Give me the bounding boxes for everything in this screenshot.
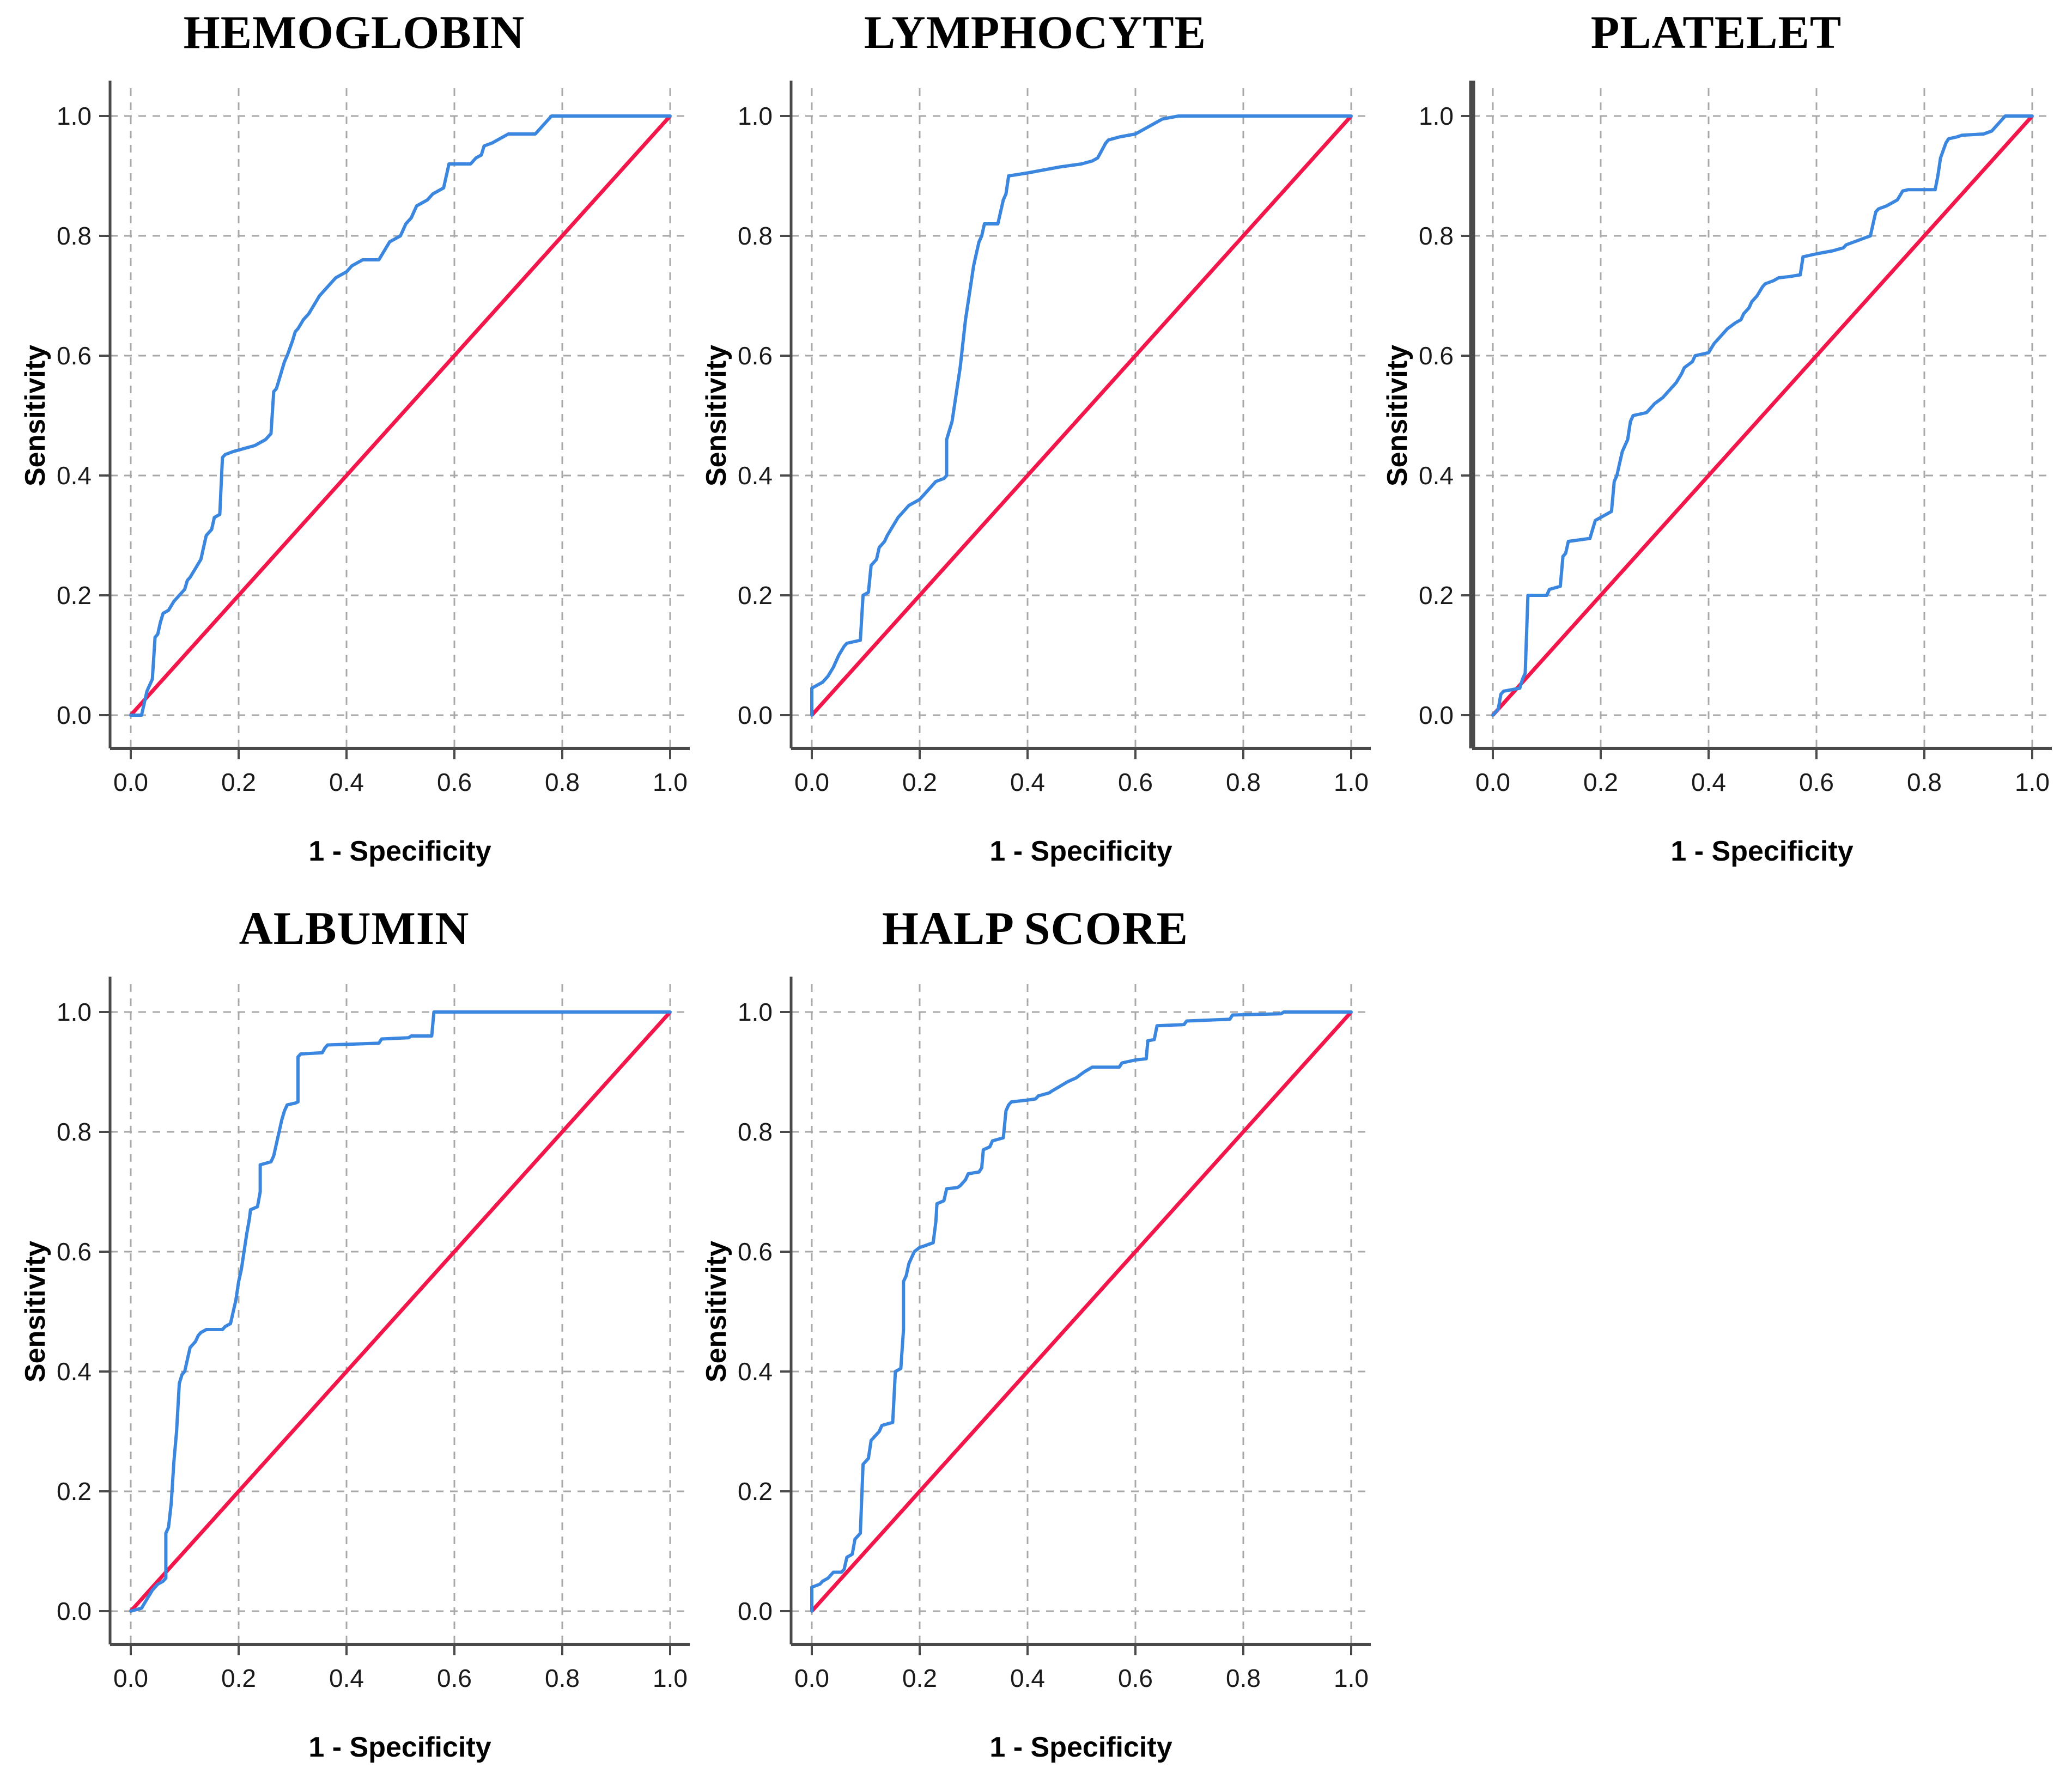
chart-title-halp-score: HALP SCORE [882, 902, 1188, 954]
y-tick-label: 0.4 [738, 461, 773, 490]
y-tick-label: 0.8 [738, 1118, 773, 1146]
roc-curve [129, 114, 672, 717]
y-tick-label: 0.0 [1419, 701, 1454, 729]
x-axis-title: 1 - Specificity [989, 836, 1172, 867]
y-tick-label: 0.6 [57, 342, 92, 370]
y-tick-label: 0.8 [1419, 222, 1454, 250]
x-tick-label: 1.0 [1334, 768, 1369, 796]
x-tick-label: 0.8 [1226, 768, 1261, 796]
roc-panel-albumin: ALBUMIN 0.0 0.0 0.2 0.2 0.4 0.4 0.6 0.6 0.8 0.8 1.… [16, 896, 697, 1792]
y-tick-label: 0.2 [57, 581, 92, 609]
y-tick-label: 0.2 [738, 1477, 773, 1505]
chart-title-platelet: PLATELET [1590, 6, 1842, 58]
roc-panel-platelet: PLATELET 0.0 0.0 0.2 0.2 0.4 0.4 0.6 0.6 0.8 0.8 1… [1378, 0, 2059, 896]
x-axis-title: 1 - Specificity [308, 1732, 491, 1763]
y-tick-label: 0.4 [57, 1357, 92, 1386]
x-tick-label: 0.2 [221, 768, 256, 796]
x-tick-label: 0.4 [1691, 768, 1726, 796]
chart-title-hemoglobin: HEMOGLOBIN [183, 6, 525, 58]
chart-title-albumin: ALBUMIN [239, 902, 470, 954]
y-tick-label: 0.4 [1419, 461, 1454, 490]
x-tick-label: 0.8 [1907, 768, 1942, 796]
x-tick-label: 0.0 [794, 1664, 829, 1692]
roc-plot-albumin: 0.0 0.0 0.2 0.2 0.4 0.4 0.6 0.6 0.8 0.8 1.0 1.0 Sens… [20, 977, 690, 1763]
x-tick-label: 0.8 [545, 1664, 580, 1692]
x-tick-label: 0.6 [1118, 1664, 1153, 1692]
y-tick-label: 1.0 [57, 998, 92, 1026]
y-tick-label: 0.6 [738, 342, 773, 370]
x-tick-label: 0.4 [329, 1664, 364, 1692]
y-tick-label: 0.8 [738, 222, 773, 250]
y-tick-label: 0.4 [738, 1357, 773, 1386]
roc-panel-halp-score: HALP SCORE 0.0 0.0 0.2 0.2 0.4 0.4 0.6 0.6 0.8 0.… [697, 896, 1378, 1792]
roc-plot-hemoglobin: 0.0 0.0 0.2 0.2 0.4 0.4 0.6 0.6 0.8 0.8 1.0 1.0 Sens… [20, 81, 690, 867]
reference-line [810, 114, 1353, 717]
y-tick-label: 0.8 [57, 222, 92, 250]
y-tick-label: 0.4 [57, 461, 92, 490]
y-axis-title: Sensitivity [20, 1241, 51, 1382]
x-tick-label: 0.6 [1118, 768, 1153, 796]
y-tick-label: 0.2 [1419, 581, 1454, 609]
x-axis-title: 1 - Specificity [308, 836, 491, 867]
x-tick-label: 0.8 [545, 768, 580, 796]
chart-title-lymphocyte: LYMPHOCYTE [864, 6, 1206, 58]
y-tick-label: 0.6 [738, 1238, 773, 1266]
roc-panel-hemoglobin: HEMOGLOBIN 0.0 0.0 0.2 0.2 0.4 0.4 0.6 0.6 0.8 0.… [16, 0, 697, 896]
y-tick-label: 0.0 [57, 1597, 92, 1625]
x-tick-label: 1.0 [1334, 1664, 1369, 1692]
reference-line [129, 114, 672, 717]
x-tick-label: 0.6 [1799, 768, 1834, 796]
x-tick-label: 0.4 [1010, 768, 1045, 796]
y-axis-title: Sensitivity [701, 345, 732, 486]
y-tick-label: 0.2 [738, 581, 773, 609]
x-tick-label: 0.2 [902, 768, 937, 796]
roc-curve [810, 114, 1353, 717]
x-tick-label: 0.0 [113, 768, 148, 796]
x-tick-label: 0.6 [437, 768, 472, 796]
reference-line [1491, 114, 2034, 717]
roc-plot-lymphocyte: 0.0 0.0 0.2 0.2 0.4 0.4 0.6 0.6 0.8 0.8 1.0 1.0 Sens… [701, 81, 1371, 867]
roc-curve [810, 1010, 1353, 1613]
x-axis-title: 1 - Specificity [989, 1732, 1172, 1763]
y-tick-label: 0.2 [57, 1477, 92, 1505]
y-tick-label: 1.0 [57, 102, 92, 130]
x-tick-label: 0.2 [221, 1664, 256, 1692]
x-tick-label: 0.2 [1583, 768, 1618, 796]
x-tick-label: 0.0 [794, 768, 829, 796]
empty-panel [1378, 896, 2059, 1792]
y-tick-label: 0.8 [57, 1118, 92, 1146]
roc-curve [1491, 114, 2034, 717]
y-axis-title: Sensitivity [20, 345, 51, 486]
roc-panel-lymphocyte: LYMPHOCYTE 0.0 0.0 0.2 0.2 0.4 0.4 0.6 0.6 0.8 0.… [697, 0, 1378, 896]
x-tick-label: 0.6 [437, 1664, 472, 1692]
reference-line [810, 1010, 1353, 1613]
y-tick-label: 0.6 [1419, 342, 1454, 370]
y-tick-label: 1.0 [738, 102, 773, 130]
x-tick-label: 0.0 [113, 1664, 148, 1692]
x-tick-label: 1.0 [653, 1664, 688, 1692]
y-tick-label: 0.0 [57, 701, 92, 729]
roc-curve [129, 1010, 672, 1613]
x-tick-label: 1.0 [653, 768, 688, 796]
x-tick-label: 0.4 [1010, 1664, 1045, 1692]
x-tick-label: 0.8 [1226, 1664, 1261, 1692]
y-axis-title: Sensitivity [701, 1241, 732, 1382]
x-tick-label: 0.2 [902, 1664, 937, 1692]
y-tick-label: 0.0 [738, 1597, 773, 1625]
reference-line [129, 1010, 672, 1613]
x-axis-title: 1 - Specificity [1670, 836, 1853, 867]
y-axis-title: Sensitivity [1382, 345, 1413, 486]
x-tick-label: 0.4 [329, 768, 364, 796]
y-tick-label: 1.0 [1419, 102, 1454, 130]
y-tick-label: 0.0 [738, 701, 773, 729]
y-tick-label: 0.6 [57, 1238, 92, 1266]
x-tick-label: 0.0 [1475, 768, 1510, 796]
y-tick-label: 1.0 [738, 998, 773, 1026]
x-tick-label: 1.0 [2015, 768, 2050, 796]
roc-plot-halp-score: 0.0 0.0 0.2 0.2 0.4 0.4 0.6 0.6 0.8 0.8 1.0 1.0 Sens… [701, 977, 1371, 1763]
roc-plot-platelet: 0.0 0.0 0.2 0.2 0.4 0.4 0.6 0.6 0.8 0.8 1.0 1.0 Sens… [1382, 81, 2052, 867]
